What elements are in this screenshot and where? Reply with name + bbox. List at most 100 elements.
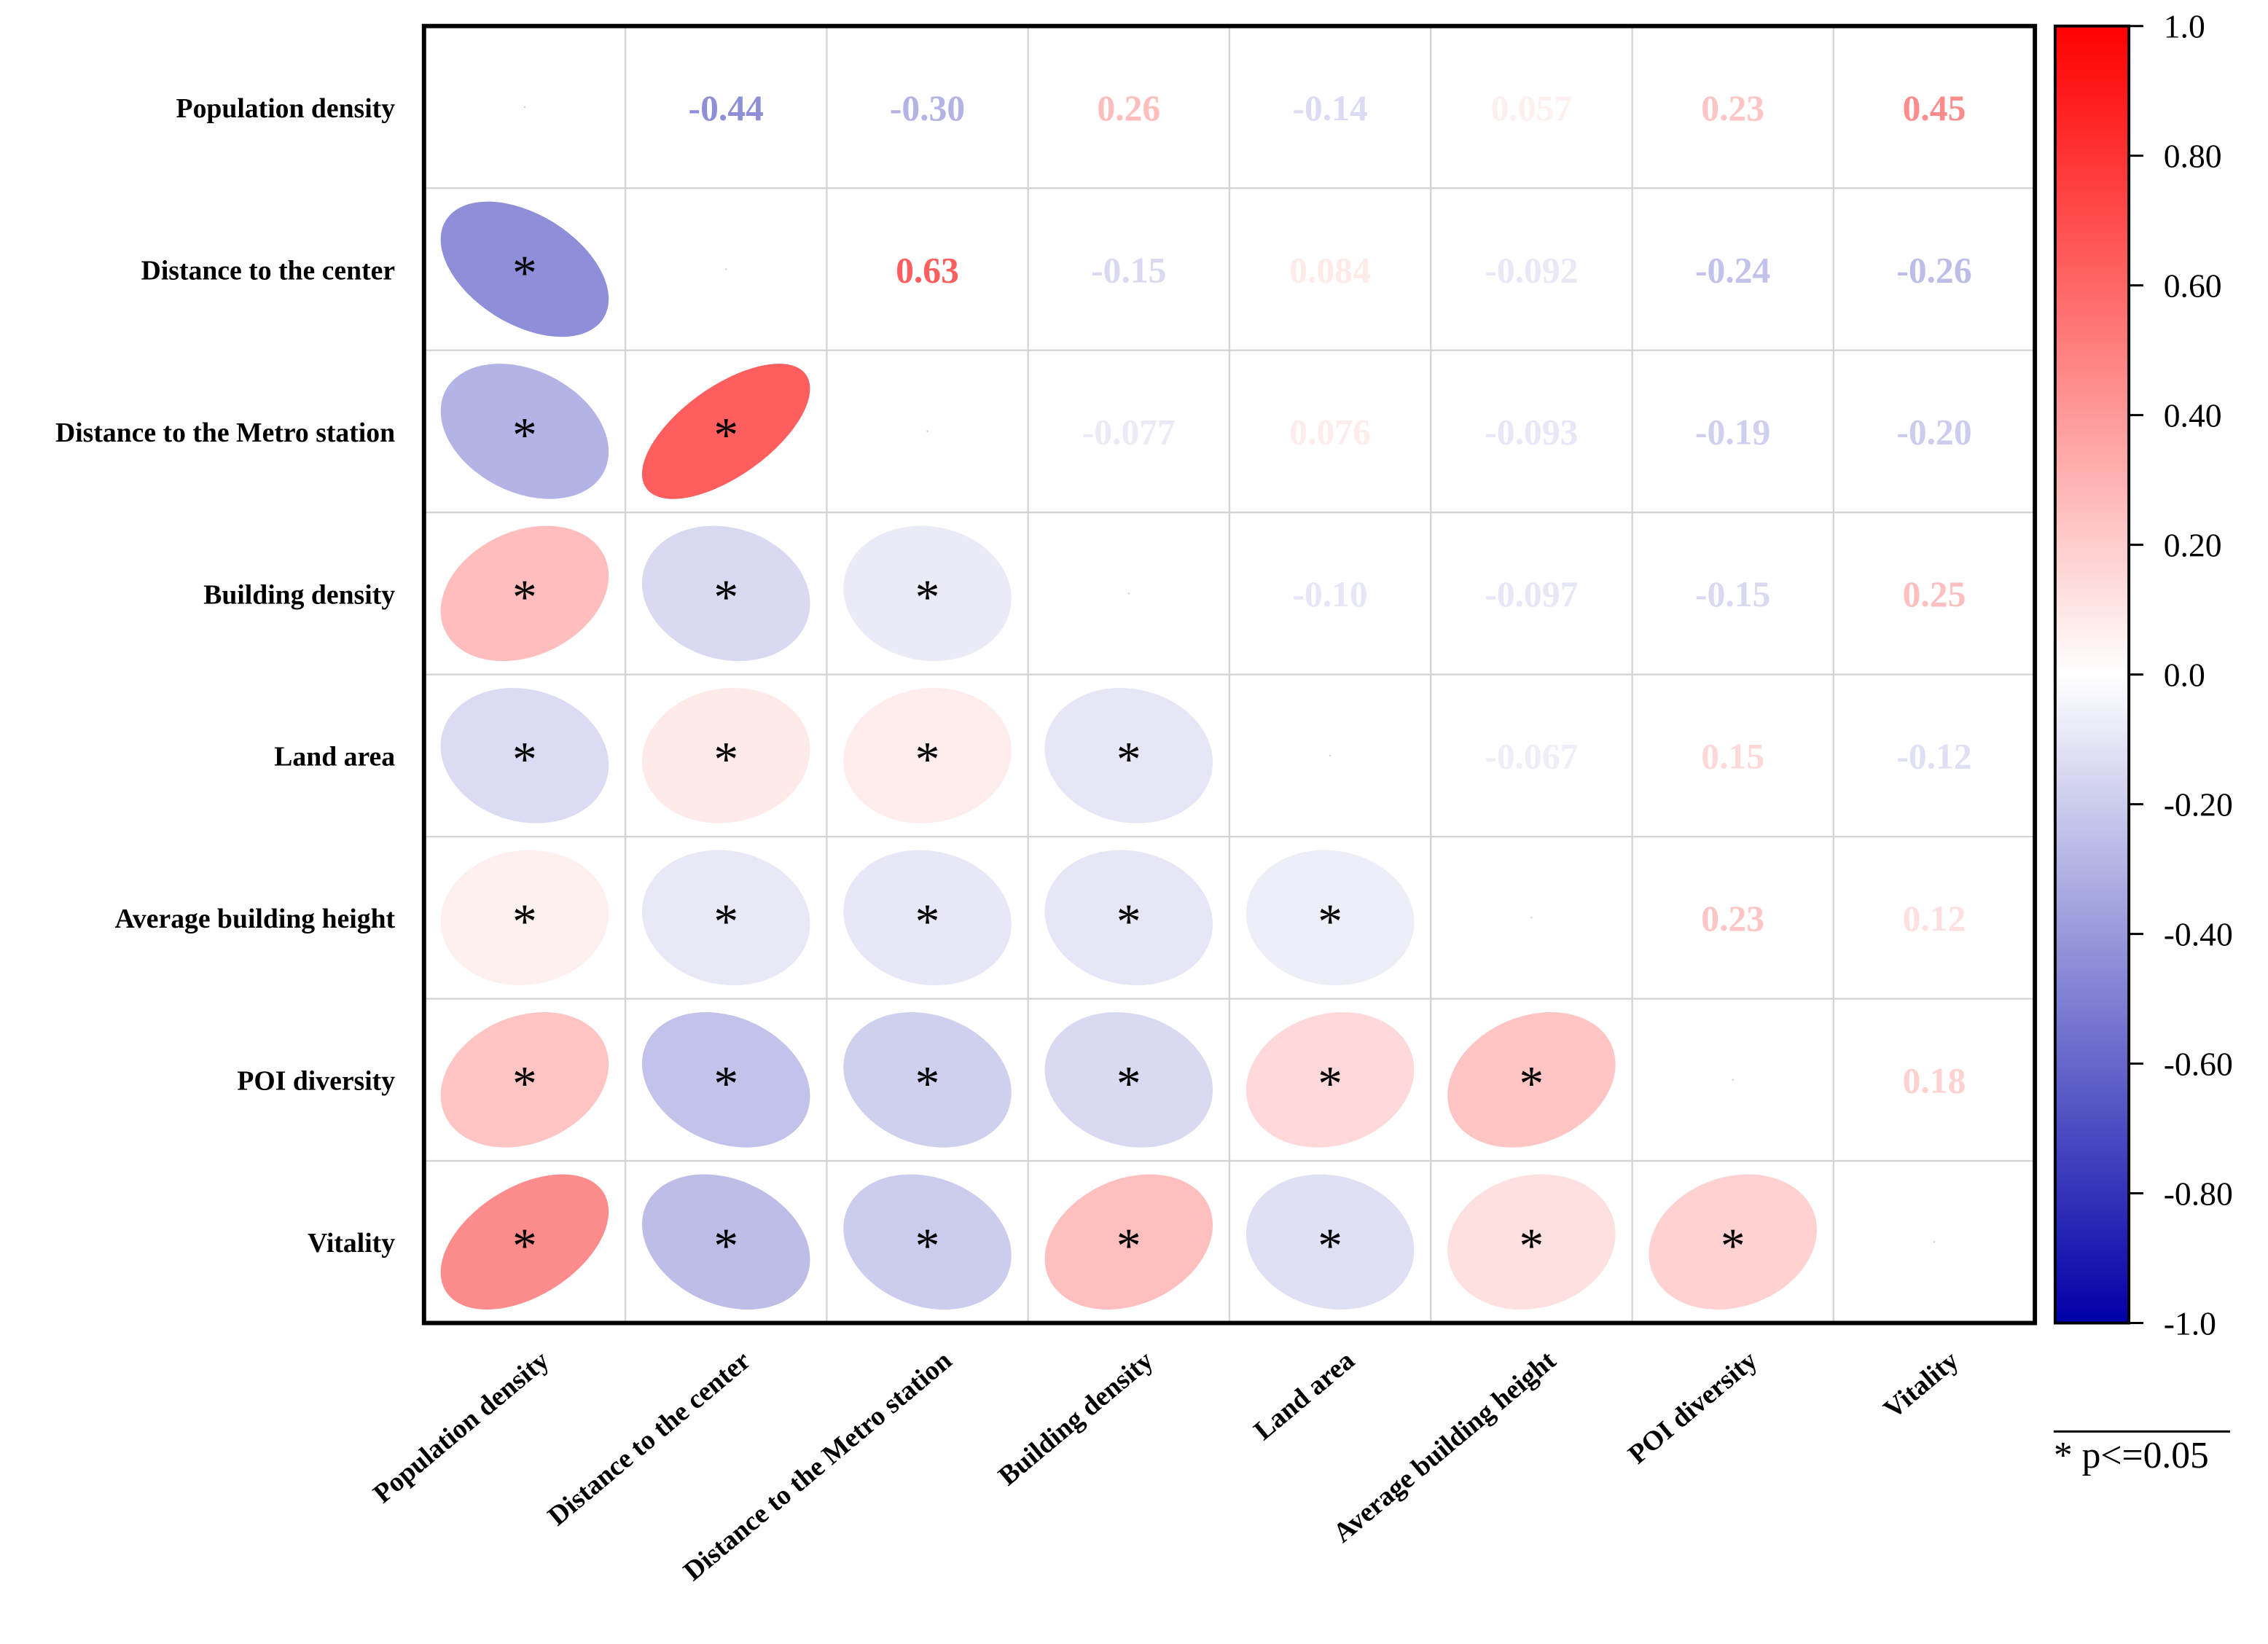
- correlation-ellipse: [843, 1012, 1012, 1148]
- correlation-ellipse-group: [1044, 850, 1213, 986]
- correlation-ellipse: [1649, 1174, 1817, 1310]
- y-axis-label: Distance to the Metro station: [55, 418, 395, 448]
- correlation-value: -0.092: [1485, 250, 1578, 290]
- significance-marker: *: [512, 894, 537, 949]
- correlation-ellipse: [641, 1174, 810, 1310]
- significance-marker: *: [915, 894, 940, 949]
- correlation-ellipse: [843, 1174, 1012, 1310]
- correlation-ellipse: [1246, 1174, 1415, 1310]
- colorbar-tick-label: -0.60: [2164, 1045, 2233, 1082]
- diagonal-cell: [1329, 754, 1332, 757]
- correlation-value: 0.076: [1289, 412, 1371, 453]
- correlation-ellipse-group: [641, 850, 810, 986]
- correlation-ellipse-group: [843, 688, 1012, 823]
- correlation-ellipse-group: [1044, 688, 1213, 823]
- correlation-ellipse-group: [1246, 850, 1415, 986]
- significance-marker: *: [713, 894, 738, 949]
- significance-marker: *: [713, 1218, 738, 1273]
- correlation-value: 0.45: [1903, 88, 1966, 128]
- correlation-ellipse-group: [1044, 1174, 1213, 1310]
- correlation-ellipse-group: [440, 525, 609, 662]
- matrix-cells: -0.44 -0.30 0.26 -0.14 0.057 0.23 0.45 * 0.63 -0.…: [440, 88, 1972, 1310]
- significance-marker: *: [512, 1057, 537, 1111]
- correlation-value: -0.26: [1896, 250, 1971, 290]
- colorbar-tick-label: 0.60: [2164, 267, 2222, 305]
- significance-marker: *: [1117, 732, 1141, 787]
- x-axis-label: Building density: [993, 1345, 1159, 1492]
- correlation-ellipse-group: [440, 201, 609, 337]
- colorbar-tick-label: 0.0: [2164, 656, 2205, 693]
- significance-marker: *: [713, 1057, 738, 1111]
- x-axis-label: Average building height: [1327, 1345, 1562, 1549]
- correlation-value: -0.14: [1292, 88, 1367, 128]
- y-axis-label: Average building height: [114, 904, 395, 934]
- significance-marker: *: [915, 1218, 940, 1273]
- significance-marker: *: [915, 570, 940, 625]
- colorbar-tick-label: 0.40: [2164, 397, 2222, 434]
- plot-frame: [421, 23, 2038, 1326]
- correlation-value: 0.26: [1097, 88, 1160, 128]
- correlation-ellipse-group: [641, 688, 810, 823]
- significance-legend: * p<=0.05: [2054, 1435, 2209, 1476]
- correlation-value: 0.23: [1701, 899, 1764, 939]
- grid-lines: [423, 26, 2036, 1323]
- significance-marker: *: [713, 732, 738, 787]
- diagonal-cell: [1530, 917, 1533, 919]
- significance-marker: *: [1117, 894, 1141, 949]
- y-axis-label: Distance to the center: [141, 255, 395, 286]
- diagonal-cell: [1933, 1241, 1936, 1243]
- correlation-ellipse-group: [1246, 1012, 1415, 1148]
- correlation-ellipse: [641, 1012, 810, 1148]
- x-axis-label: Land area: [1248, 1345, 1361, 1447]
- correlation-ellipse: [440, 364, 609, 499]
- correlation-value: 0.63: [896, 250, 959, 290]
- significance-marker: *: [512, 408, 537, 463]
- correlation-ellipse: [1044, 1012, 1213, 1148]
- correlation-ellipse: [641, 850, 810, 986]
- correlation-ellipse-group: [440, 850, 609, 986]
- correlation-value: -0.12: [1896, 737, 1971, 777]
- colorbar-tick-label: 0.80: [2164, 138, 2222, 175]
- correlation-ellipse: [1447, 1174, 1616, 1310]
- diagonal-cell: [1127, 592, 1130, 595]
- correlation-value: -0.24: [1695, 250, 1770, 290]
- correlation-ellipse: [843, 688, 1012, 823]
- y-axis-label: POI diversity: [237, 1066, 395, 1097]
- correlation-ellipse-group: [843, 525, 1012, 662]
- correlation-value: -0.30: [890, 88, 965, 128]
- correlation-ellipse: [440, 850, 609, 986]
- correlation-ellipse-group: [440, 1174, 609, 1310]
- x-axis-label: Population density: [367, 1345, 555, 1509]
- correlation-value: -0.20: [1896, 412, 1971, 453]
- correlation-value: 0.084: [1289, 250, 1371, 290]
- correlation-ellipse: [1044, 688, 1213, 823]
- correlation-ellipse: [440, 201, 609, 337]
- x-axis-label: Distance to the center: [542, 1345, 756, 1532]
- correlation-value: -0.15: [1695, 574, 1770, 614]
- significance-marker: *: [512, 732, 537, 787]
- significance-marker: *: [1318, 1057, 1342, 1111]
- significance-marker: *: [512, 246, 537, 300]
- x-axis-label: Vitality: [1878, 1345, 1965, 1425]
- diagonal-cell: [926, 430, 928, 433]
- diagonal-cell: [523, 106, 526, 109]
- correlation-ellipse-group: [1447, 1174, 1616, 1310]
- correlation-value: -0.10: [1292, 574, 1367, 614]
- correlation-ellipse-group: [843, 850, 1012, 986]
- colorbar-tick-label: 1.0: [2164, 8, 2205, 45]
- significance-marker: *: [1520, 1057, 1544, 1111]
- correlation-ellipse-group: [440, 688, 609, 823]
- colorbar-ticks: 1.0 0.80 0.60 0.40 0.20 0.0 -0.20 -0.40 -0.60 -0.…: [2129, 8, 2233, 1342]
- correlation-ellipse: [641, 364, 810, 499]
- significance-marker: *: [512, 570, 537, 625]
- correlation-value: -0.097: [1485, 574, 1578, 614]
- y-axis-label: Building density: [203, 579, 395, 610]
- significance-marker: *: [713, 570, 738, 625]
- correlation-ellipse: [440, 688, 609, 823]
- correlation-ellipse-group: [641, 364, 810, 499]
- correlation-ellipse: [1447, 1012, 1616, 1148]
- correlation-ellipse: [843, 525, 1012, 662]
- colorbar-tick-label: -1.0: [2164, 1304, 2216, 1342]
- correlation-ellipse: [1044, 850, 1213, 986]
- correlation-ellipse: [440, 1174, 609, 1310]
